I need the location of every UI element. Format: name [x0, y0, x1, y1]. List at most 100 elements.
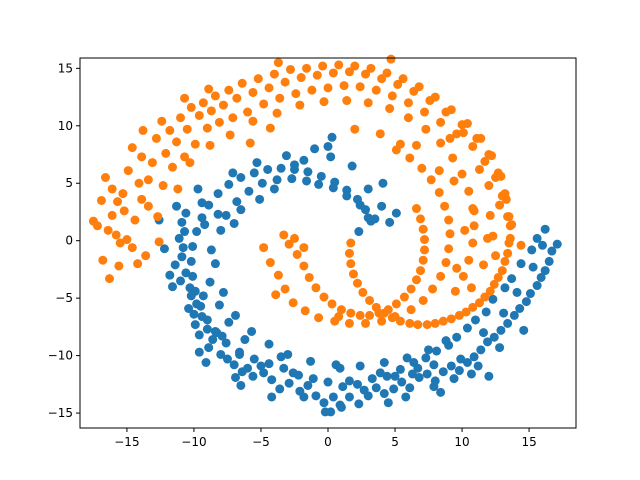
data-point-series-2 [280, 284, 290, 294]
data-point-series-2 [327, 299, 337, 309]
data-point-series-2 [504, 212, 514, 222]
data-point-series-1 [240, 335, 250, 345]
data-point-series-1 [174, 233, 184, 243]
data-point-series-2 [122, 235, 132, 245]
data-point-series-2 [206, 106, 216, 116]
data-point-series-1 [224, 179, 234, 189]
data-point-series-2 [185, 158, 195, 168]
data-point-series-1 [532, 233, 542, 243]
data-point-series-2 [497, 266, 507, 276]
data-point-series-2 [476, 133, 486, 143]
x-tick-label: 15 [521, 435, 536, 449]
data-point-series-2 [312, 70, 322, 80]
data-point-series-2 [411, 140, 421, 150]
y-tick-label: 0 [65, 234, 73, 248]
data-point-series-1 [244, 186, 254, 196]
data-point-series-2 [444, 244, 454, 254]
data-point-series-1 [190, 320, 200, 330]
data-point-series-1 [407, 369, 417, 379]
data-point-series-2 [434, 187, 444, 197]
x-tick-label: 5 [391, 435, 399, 449]
data-point-series-1 [229, 218, 239, 228]
data-point-series-2 [98, 255, 108, 265]
data-point-series-2 [269, 69, 279, 79]
data-point-series-1 [170, 260, 180, 270]
data-point-series-2 [468, 141, 478, 151]
data-point-series-2 [438, 316, 448, 326]
data-point-series-1 [224, 317, 234, 327]
data-point-series-2 [436, 117, 446, 127]
data-point-series-2 [428, 284, 438, 294]
data-point-series-2 [100, 173, 110, 182]
data-point-series-2 [158, 181, 168, 191]
data-point-series-1 [194, 330, 204, 340]
data-point-series-2 [454, 310, 464, 320]
data-point-series-1 [540, 266, 550, 276]
data-point-series-1 [363, 213, 373, 223]
data-point-series-2 [485, 286, 495, 296]
data-point-series-1 [314, 179, 324, 189]
data-point-series-1 [395, 364, 405, 374]
data-point-series-1 [507, 274, 517, 284]
data-point-series-2 [318, 61, 328, 71]
data-point-series-1 [247, 326, 257, 336]
data-point-series-1 [202, 315, 212, 325]
x-tick-label: 0 [324, 435, 332, 449]
data-point-series-2 [474, 164, 484, 174]
data-point-series-1 [367, 374, 377, 384]
data-point-series-1 [216, 349, 226, 359]
data-point-series-1 [476, 345, 486, 355]
data-point-series-1 [446, 361, 456, 371]
data-point-series-1 [259, 368, 269, 378]
data-point-series-1 [222, 354, 232, 364]
data-point-series-2 [127, 143, 137, 153]
data-point-series-1 [338, 382, 348, 392]
data-point-series-2 [328, 68, 338, 78]
data-point-series-1 [249, 168, 259, 178]
data-point-series-1 [466, 369, 476, 379]
data-point-series-2 [300, 306, 310, 316]
data-point-series-1 [335, 363, 345, 373]
data-point-series-1 [391, 208, 401, 218]
data-point-series-1 [178, 243, 188, 253]
data-point-series-2 [346, 259, 356, 269]
data-point-series-1 [537, 240, 547, 250]
data-point-series-1 [310, 144, 320, 154]
data-point-series-2 [180, 93, 190, 103]
data-point-series-1 [402, 353, 412, 363]
data-point-series-1 [499, 308, 509, 318]
data-point-series-1 [306, 356, 316, 366]
data-point-series-2 [173, 184, 183, 194]
data-point-series-1 [200, 220, 210, 230]
data-point-series-2 [214, 117, 224, 127]
data-point-series-2 [96, 195, 106, 205]
data-point-series-2 [225, 130, 235, 140]
data-point-series-2 [248, 87, 258, 97]
data-point-series-2 [507, 220, 517, 230]
x-tick-label: −15 [114, 435, 139, 449]
data-point-series-2 [395, 139, 405, 149]
data-point-series-1 [281, 151, 291, 161]
data-point-series-1 [243, 363, 253, 373]
y-tick-label: −10 [48, 349, 73, 363]
data-point-series-2 [383, 305, 393, 315]
data-point-series-2 [118, 189, 128, 199]
data-point-series-2 [516, 240, 526, 250]
data-point-series-2 [143, 201, 153, 211]
data-point-series-2 [133, 259, 143, 269]
data-point-series-2 [141, 251, 151, 261]
data-point-series-1 [311, 391, 321, 401]
data-point-series-2 [224, 85, 234, 95]
data-point-series-1 [264, 359, 274, 369]
data-point-series-2 [493, 272, 503, 282]
data-point-series-1 [496, 325, 506, 335]
data-point-series-1 [473, 361, 483, 371]
data-point-series-1 [515, 304, 525, 313]
data-point-series-2 [346, 238, 356, 248]
data-point-series-2 [319, 97, 329, 107]
data-point-series-1 [422, 369, 432, 379]
data-point-series-2 [503, 248, 513, 258]
y-tick-label: 10 [58, 119, 73, 133]
data-point-series-1 [432, 346, 442, 356]
data-point-series-1 [319, 398, 329, 408]
